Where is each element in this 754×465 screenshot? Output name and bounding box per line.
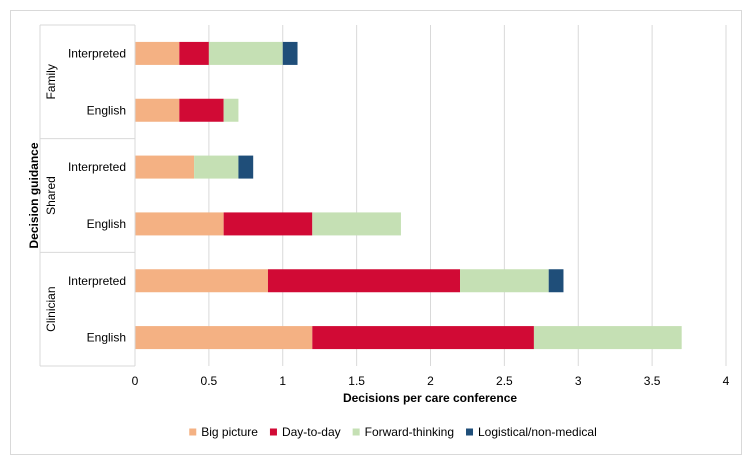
bar-segment — [223, 98, 239, 122]
bar-segment — [238, 155, 254, 179]
legend-item: Forward-thinking — [352, 425, 454, 439]
bar-segment — [135, 155, 195, 179]
x-tick-label: 0 — [132, 374, 139, 388]
bar-segment — [312, 212, 401, 236]
bars — [135, 41, 682, 350]
legend-label: Day-to-day — [282, 425, 341, 439]
bar-segment — [533, 326, 682, 350]
bar-segment — [135, 98, 180, 122]
group-label: Family — [44, 64, 58, 99]
category-label: Interpreted — [68, 46, 126, 60]
category-label: English — [87, 331, 126, 345]
x-tick-label: 1 — [279, 374, 286, 388]
category-label: Interpreted — [68, 274, 126, 288]
legend-item: Day-to-day — [269, 425, 341, 439]
x-tick-label: 3.5 — [644, 374, 661, 388]
x-axis: 0 0.5 1 1.5 2 2.5 3 3.5 4 — [132, 374, 730, 388]
x-tick-label: 4 — [723, 374, 730, 388]
legend-label: Big picture — [201, 425, 258, 439]
bar-segment — [267, 269, 461, 293]
category-label: English — [87, 103, 126, 117]
bar-segment — [135, 41, 180, 65]
legend-swatch — [352, 428, 360, 436]
bar-segment — [179, 41, 209, 65]
bar-segment — [135, 212, 224, 236]
y-axis: Interpreted English Interpreted English Inte… — [39, 24, 136, 367]
bar-segment — [194, 155, 239, 179]
x-tick-label: 1.5 — [348, 374, 365, 388]
legend-swatch — [466, 428, 474, 436]
legend-swatch — [269, 428, 277, 436]
x-tick-label: 2 — [427, 374, 434, 388]
bar-segment — [223, 212, 313, 236]
group-label: Shared — [44, 176, 58, 215]
y-axis-title: Decision guidance — [27, 142, 41, 248]
bar-segment — [135, 326, 313, 350]
x-axis-title: Decisions per care conference — [343, 391, 517, 405]
legend-item: Logistical/non-medical — [466, 425, 597, 439]
legend-swatch — [189, 428, 197, 436]
bar-segment — [312, 326, 534, 350]
x-tick-label: 3 — [575, 374, 582, 388]
x-tick-label: 2.5 — [496, 374, 513, 388]
legend-item: Big picture — [189, 425, 258, 439]
bar-segment — [208, 41, 283, 65]
x-tick-label: 0.5 — [201, 374, 218, 388]
bar-segment — [548, 269, 564, 293]
bar-segment — [135, 269, 268, 293]
gridlines — [208, 25, 727, 366]
bar-segment — [460, 269, 549, 293]
bar-segment — [282, 41, 298, 65]
bar-segment — [179, 98, 224, 122]
group-label: Clinician — [44, 286, 58, 331]
legend-label: Logistical/non-medical — [478, 425, 597, 439]
legend-label: Forward-thinking — [365, 425, 454, 439]
category-label: Interpreted — [68, 160, 126, 174]
legend: Big picture Day-to-day Forward-thinking Log… — [189, 425, 597, 439]
category-label: English — [87, 217, 126, 231]
